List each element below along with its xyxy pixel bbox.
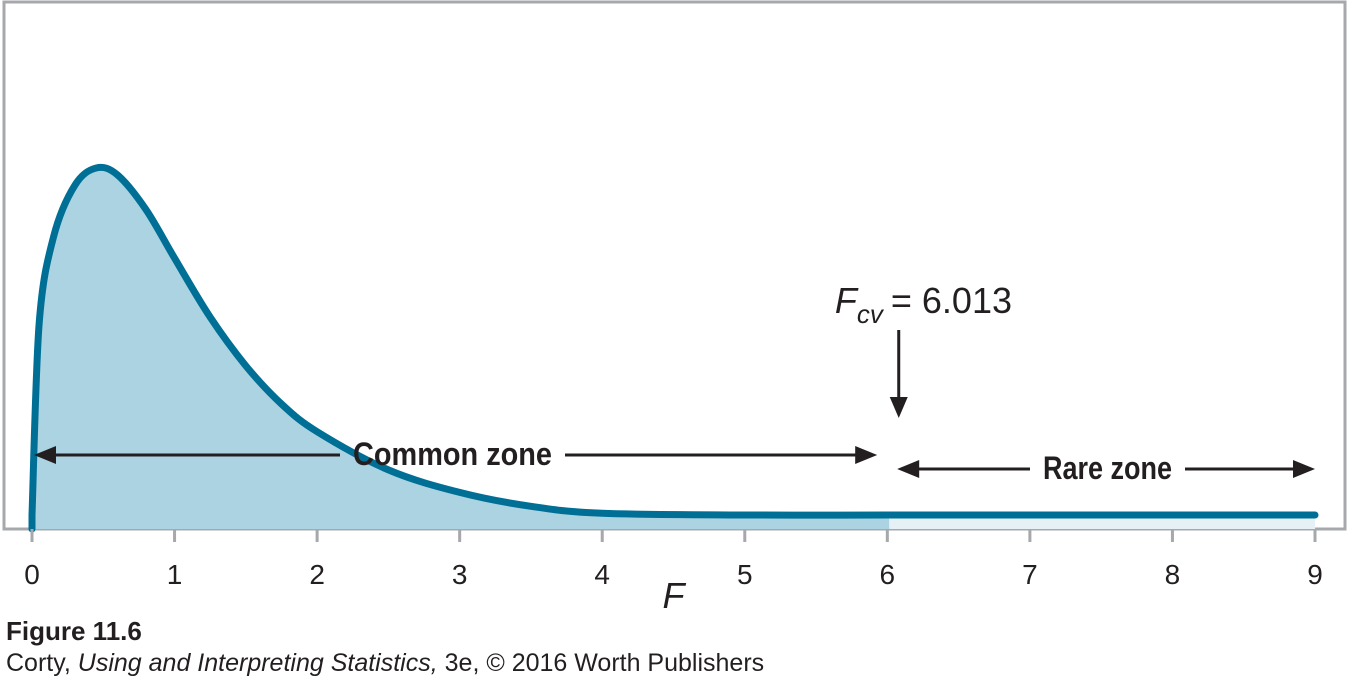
x-tick-label-5: 5 [737, 559, 753, 590]
figure-credit: Corty, Using and Interpreting Statistics… [6, 649, 764, 678]
x-axis-ticks: 0 1 2 3 4 5 6 7 8 9 [24, 529, 1323, 590]
common-zone-arrowhead-left [34, 446, 56, 464]
common-zone-label: Common zone [353, 436, 552, 472]
figure-book-title: Using and Interpreting Statistics, [77, 649, 438, 677]
critical-value-annotation: Fcv = 6.013 [835, 280, 1012, 418]
f-distribution-chart: 0 1 2 3 4 5 6 7 8 9 F Fcv = 6.013 Common zone Rare … [2, 0, 1347, 612]
zone-annotations: Common zone Rare zone [34, 436, 1315, 486]
x-tick-label-0: 0 [24, 559, 40, 590]
x-tick-label-6: 6 [880, 559, 896, 590]
rare-zone-arrowhead-left [897, 460, 920, 478]
figure-author: Corty, [6, 649, 71, 677]
common-zone-area [32, 167, 890, 529]
density-curve [28, 163, 1319, 533]
critical-value-arrowhead [889, 397, 908, 418]
x-tick-label-3: 3 [452, 559, 468, 590]
rare-zone-arrowhead-right [1293, 460, 1315, 478]
figure-label: Figure 11.6 [6, 616, 142, 646]
critical-value-label: Fcv = 6.013 [835, 280, 1012, 329]
cv-equals-value: = 6.013 [891, 280, 1012, 321]
cv-symbol: F [835, 280, 859, 321]
common-zone-arrowhead-right [855, 446, 878, 464]
x-axis-title: F [663, 575, 687, 612]
x-tick-label-4: 4 [594, 559, 610, 590]
x-tick-label-1: 1 [167, 559, 183, 590]
cv-subscript: cv [857, 299, 885, 329]
x-tick-label-7: 7 [1022, 559, 1038, 590]
x-tick-label-9: 9 [1307, 559, 1323, 590]
x-tick-label-2: 2 [309, 559, 325, 590]
figure-edition: 3e, © 2016 Worth Publishers [444, 649, 765, 677]
x-tick-label-8: 8 [1165, 559, 1181, 590]
rare-zone-label: Rare zone [1043, 450, 1172, 486]
